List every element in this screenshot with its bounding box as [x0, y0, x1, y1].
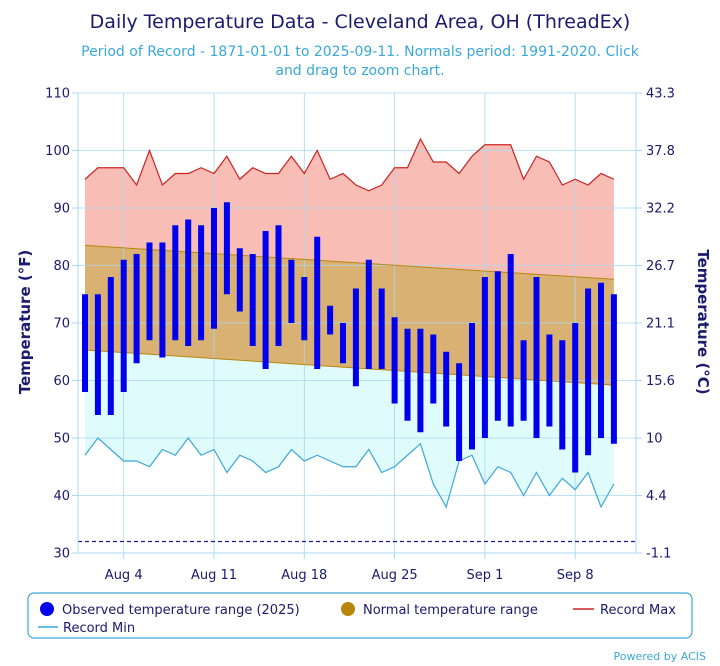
- observed-bar[interactable]: [469, 323, 475, 450]
- y-tick-label-right: 32.2: [646, 202, 675, 217]
- y-tick-label-left: 110: [45, 87, 70, 102]
- normal-range-band: [85, 245, 614, 386]
- legend-observed-swatch: [40, 602, 54, 616]
- observed-bar[interactable]: [340, 323, 346, 364]
- observed-bar[interactable]: [262, 231, 269, 369]
- observed-bar[interactable]: [598, 282, 604, 438]
- x-tick-label: Aug 11: [191, 568, 237, 583]
- legend-item-observed[interactable]: Observed temperature range (2025): [40, 602, 300, 618]
- x-tick-label: Aug 25: [372, 568, 418, 583]
- observed-bar[interactable]: [146, 242, 153, 341]
- observed-bar[interactable]: [507, 254, 514, 427]
- observed-bar[interactable]: [249, 254, 256, 346]
- y-tick-label-right: 4.4: [646, 489, 667, 504]
- record-min-band: [85, 350, 614, 507]
- observed-bar[interactable]: [223, 202, 230, 295]
- range-fills: [85, 139, 614, 507]
- observed-bar[interactable]: [378, 288, 385, 370]
- chart-subtitle-line-1: Period of Record - 1871-01-01 to 2025-09…: [81, 44, 640, 60]
- legend-observed-label: Observed temperature range (2025): [62, 603, 300, 618]
- observed-bar[interactable]: [404, 328, 411, 421]
- y-tick-label-left: 60: [53, 374, 70, 389]
- observed-bar[interactable]: [520, 340, 527, 421]
- observed-bar[interactable]: [572, 323, 579, 473]
- observed-bar[interactable]: [159, 242, 166, 358]
- credit-link[interactable]: Powered by ACIS: [614, 650, 707, 663]
- y-axis-title-right: Temperature (°C): [694, 249, 712, 394]
- observed-bar[interactable]: [198, 225, 205, 341]
- x-tick-label: Sep 1: [466, 568, 503, 583]
- observed-bar[interactable]: [430, 334, 437, 404]
- observed-bars[interactable]: [82, 202, 617, 473]
- record-max-band: [85, 139, 614, 280]
- y-tick-label-right: 43.3: [646, 87, 675, 102]
- observed-bar[interactable]: [559, 340, 566, 450]
- observed-bar[interactable]: [120, 259, 127, 392]
- chart-title: Daily Temperature Data - Cleveland Area,…: [90, 11, 631, 33]
- y-tick-label-left: 80: [53, 259, 70, 274]
- observed-bar[interactable]: [314, 236, 321, 369]
- x-tick-label: Sep 8: [557, 568, 594, 583]
- observed-bar[interactable]: [546, 334, 553, 427]
- observed-bar[interactable]: [236, 248, 243, 312]
- observed-bar[interactable]: [94, 294, 101, 415]
- observed-bar[interactable]: [365, 259, 372, 369]
- y-tick-label-right: 37.8: [646, 144, 675, 159]
- y-tick-label-right: -1.1: [646, 547, 671, 562]
- y-tick-label-right: 26.7: [646, 259, 675, 274]
- observed-bar[interactable]: [456, 363, 463, 461]
- legend-normal-swatch: [341, 602, 355, 616]
- chart-subtitle-line-2: and drag to zoom chart.: [275, 63, 444, 79]
- legend-item-record-max[interactable]: Record Max: [573, 603, 676, 618]
- y-tick-label-left: 40: [53, 489, 70, 504]
- observed-bar[interactable]: [585, 288, 592, 456]
- observed-bar[interactable]: [481, 277, 488, 438]
- axes: 30 40 50 60 70 80 90 100 110 -1.1 4.4 10 15.6 21.1 26.…: [45, 87, 675, 584]
- observed-bar[interactable]: [417, 328, 424, 433]
- record-max-line: [84, 137, 615, 192]
- observed-bar[interactable]: [82, 294, 88, 392]
- observed-bar[interactable]: [443, 351, 450, 427]
- observed-bar[interactable]: [275, 225, 282, 346]
- y-tick-label-left: 100: [45, 144, 70, 159]
- observed-bar[interactable]: [327, 305, 334, 335]
- legend-record-max-label: Record Max: [600, 603, 676, 618]
- observed-bar[interactable]: [185, 219, 192, 347]
- legend-item-record-min[interactable]: Record Min: [38, 621, 135, 636]
- legend-record-min-label: Record Min: [63, 621, 135, 636]
- y-tick-label-left: 30: [53, 547, 70, 562]
- legend: Observed temperature range (2025) Normal…: [27, 592, 693, 639]
- observed-bar[interactable]: [391, 317, 398, 404]
- y-tick-label-right: 10: [646, 432, 663, 447]
- y-axis-title-left: Temperature (°F): [16, 250, 34, 395]
- observed-bar[interactable]: [133, 254, 140, 364]
- observed-bar[interactable]: [107, 277, 114, 415]
- observed-bar[interactable]: [610, 294, 617, 444]
- y-tick-label-left: 90: [53, 202, 70, 217]
- observed-bar[interactable]: [288, 259, 295, 323]
- legend-normal-label: Normal temperature range: [363, 603, 538, 618]
- y-tick-label-left: 50: [53, 432, 70, 447]
- observed-bar[interactable]: [172, 225, 179, 341]
- y-tick-label-right: 21.1: [646, 317, 675, 332]
- legend-box: [27, 592, 693, 639]
- observed-bar[interactable]: [211, 208, 217, 329]
- y-tick-label-left: 70: [53, 317, 70, 332]
- record-min-line: [84, 436, 615, 509]
- x-tick-label: Aug 4: [105, 568, 143, 583]
- x-tick-label: Aug 18: [281, 568, 327, 583]
- legend-item-normal[interactable]: Normal temperature range: [341, 602, 538, 618]
- observed-bar[interactable]: [494, 271, 501, 421]
- y-tick-label-right: 15.6: [646, 374, 675, 389]
- observed-bar[interactable]: [352, 288, 359, 387]
- observed-bar[interactable]: [301, 277, 308, 341]
- observed-bar[interactable]: [533, 277, 540, 438]
